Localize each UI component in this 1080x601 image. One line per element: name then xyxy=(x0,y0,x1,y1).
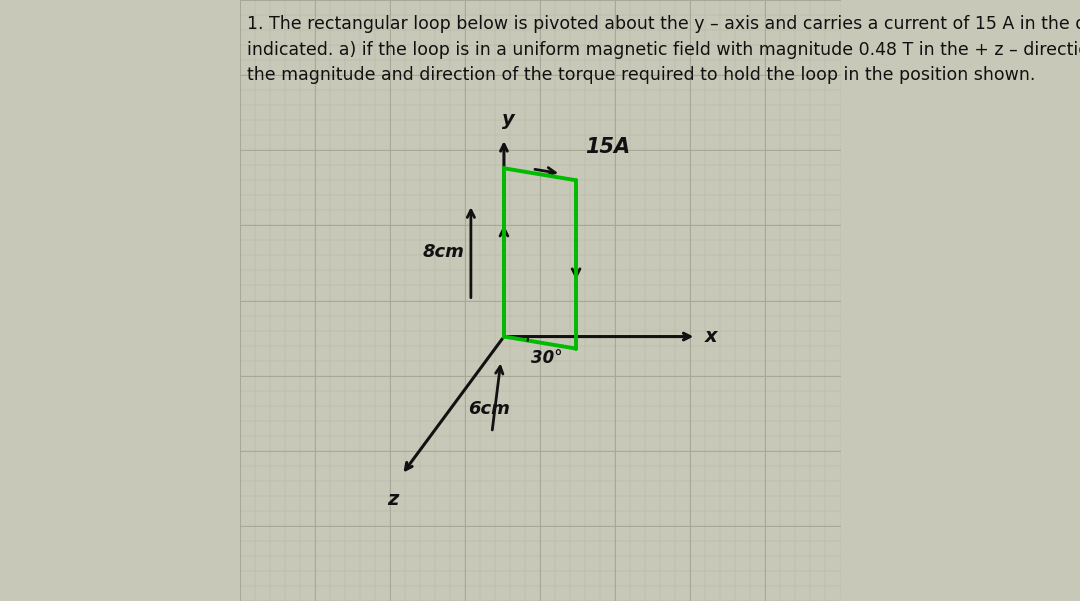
Text: 8cm: 8cm xyxy=(423,243,464,261)
Text: x: x xyxy=(705,327,718,346)
Text: z: z xyxy=(387,490,399,509)
Text: 1. The rectangular loop below is pivoted about the y – axis and carries a curren: 1. The rectangular loop below is pivoted… xyxy=(246,15,1080,84)
Text: 6cm: 6cm xyxy=(468,400,510,418)
Text: 15A: 15A xyxy=(585,137,631,157)
Text: y: y xyxy=(502,110,514,129)
Text: 30°: 30° xyxy=(531,349,563,367)
